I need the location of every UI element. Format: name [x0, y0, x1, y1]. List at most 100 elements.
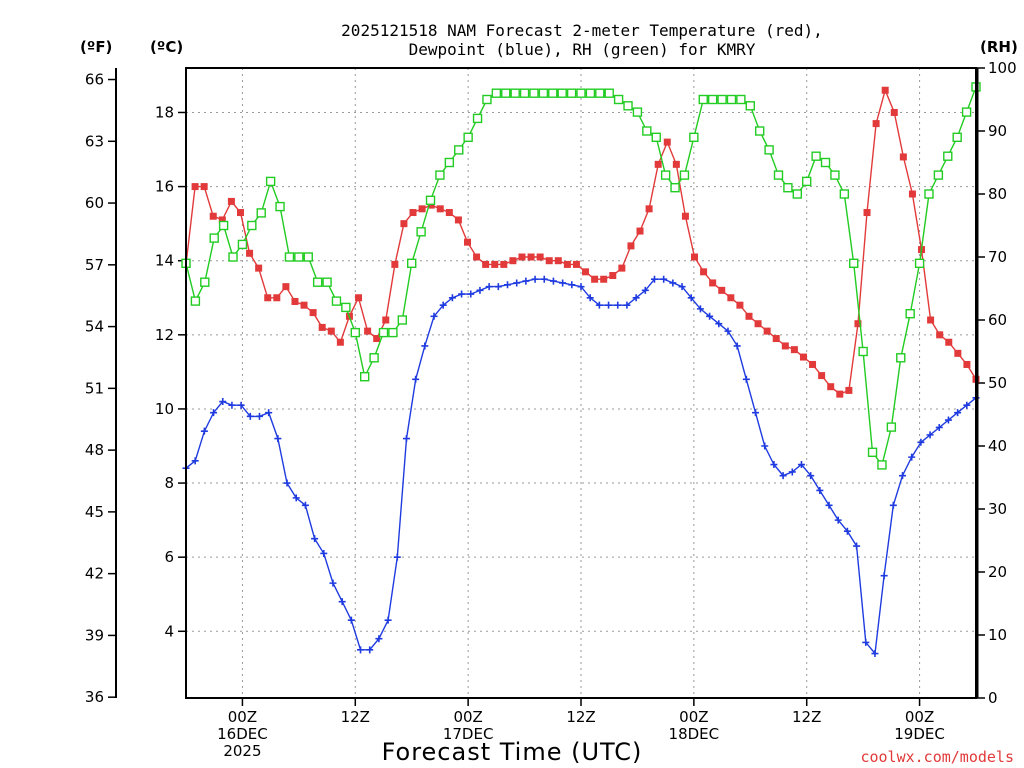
- temperature-point: [845, 386, 853, 394]
- dewpoint-point: [963, 401, 971, 409]
- fahrenheit-tick-label: 54: [85, 318, 104, 336]
- dewpoint-point: [880, 572, 888, 580]
- celsius-tick-label: 12: [155, 326, 174, 344]
- credit-text: coolwx.com/models: [860, 748, 1014, 766]
- rh-point: [933, 170, 944, 180]
- rh-point: [802, 176, 812, 187]
- dewpoint-point: [577, 283, 585, 291]
- rh-point: [265, 176, 276, 187]
- rh-point: [566, 88, 577, 98]
- temperature-point: [454, 216, 462, 224]
- rh-point: [491, 88, 502, 98]
- temperature-point: [500, 260, 508, 268]
- rh-point: [679, 170, 690, 180]
- rh-point: [632, 107, 643, 117]
- dewpoint-point: [458, 290, 466, 298]
- rh-point: [896, 353, 906, 363]
- x-tick-label: 2025: [223, 742, 261, 760]
- rh-point: [463, 132, 473, 143]
- dewpoint-point: [761, 442, 769, 450]
- rh-point: [792, 189, 803, 199]
- temperature-line: [185, 88, 977, 395]
- temperature-point: [436, 205, 444, 213]
- temperature-point: [663, 138, 671, 146]
- dewpoint-point: [393, 553, 401, 561]
- temperature-point: [318, 323, 326, 331]
- dewpoint-point: [504, 281, 512, 289]
- dewpoint-point: [779, 472, 787, 480]
- dewpoint-point: [632, 294, 640, 302]
- rh-point: [830, 170, 840, 180]
- dewpoint-point: [540, 275, 548, 283]
- dewpoint-point: [448, 294, 456, 302]
- rh-point: [510, 88, 520, 98]
- dewpoint-point: [338, 598, 346, 606]
- temperature-point: [854, 320, 862, 328]
- temperature-point: [681, 212, 689, 220]
- x-tick-label: 00Z: [228, 708, 257, 726]
- temperature-point: [627, 242, 635, 250]
- dewpoint-point: [494, 283, 502, 291]
- rh-point: [914, 258, 925, 268]
- dewpoint-point: [605, 301, 613, 309]
- x-tick-label: 12Z: [566, 708, 595, 726]
- dewpoint-point: [669, 279, 677, 287]
- temperature-point: [572, 260, 580, 268]
- dewpoint-point: [347, 616, 355, 624]
- temperature-point: [418, 205, 426, 213]
- dewpoint-point: [292, 494, 300, 502]
- rh-point: [924, 189, 934, 199]
- dewpoint-point: [412, 375, 420, 383]
- dewpoint-point: [568, 281, 576, 289]
- celsius-tick-label: 16: [155, 178, 174, 196]
- x-tick-label: 17DEC: [443, 725, 494, 743]
- temperature-point: [236, 209, 244, 217]
- rh-point: [820, 157, 831, 168]
- temperature-point: [536, 253, 544, 261]
- grid-lines: [186, 68, 976, 698]
- rh-tick-label: 20: [988, 563, 1007, 581]
- dewpoint-point: [926, 431, 934, 439]
- rh-point: [736, 94, 746, 105]
- dewpoint-point: [641, 286, 649, 294]
- dewpoint-point: [853, 542, 861, 550]
- temperature-point: [736, 301, 744, 309]
- temperature-point: [763, 327, 771, 335]
- temperature-point: [563, 260, 571, 268]
- rh-point: [228, 252, 238, 262]
- rh-point: [331, 296, 342, 306]
- dewpoint-point: [366, 646, 374, 654]
- dewpoint-point: [191, 457, 199, 465]
- chart-title-line1: 2025121518 NAM Forecast 2-meter Temperat…: [341, 21, 823, 40]
- temperature-point: [709, 279, 717, 287]
- dewpoint-point: [752, 409, 760, 417]
- rh-point: [378, 327, 389, 338]
- fahrenheit-tick-label: 51: [85, 379, 104, 397]
- temperature-point: [445, 209, 453, 217]
- temperature-point: [772, 335, 780, 343]
- x-tick-label: 19DEC: [894, 725, 945, 743]
- temperature-point: [400, 220, 408, 228]
- rh-point: [294, 252, 304, 262]
- rh-point: [359, 372, 370, 382]
- temperature-point: [273, 294, 281, 302]
- rh-point: [651, 132, 661, 143]
- dewpoint-point: [265, 409, 273, 417]
- dewpoint-point: [595, 301, 603, 309]
- dewpoint-point: [715, 320, 723, 328]
- dewpoint-point: [320, 549, 328, 557]
- rh-point: [717, 94, 727, 105]
- x-tick-label: 12Z: [341, 708, 370, 726]
- dewpoint-point: [586, 294, 594, 302]
- temperature-point: [509, 257, 517, 265]
- rh-point: [200, 277, 210, 287]
- rh-point: [529, 88, 539, 98]
- fahrenheit-tick-label: 45: [85, 503, 104, 521]
- rh-point: [623, 101, 633, 111]
- dewpoint-point: [210, 409, 218, 417]
- rh-point: [218, 220, 229, 231]
- temperature-point: [700, 268, 708, 276]
- rh-tick-label: 80: [988, 185, 1007, 203]
- dewpoint-point: [283, 479, 291, 487]
